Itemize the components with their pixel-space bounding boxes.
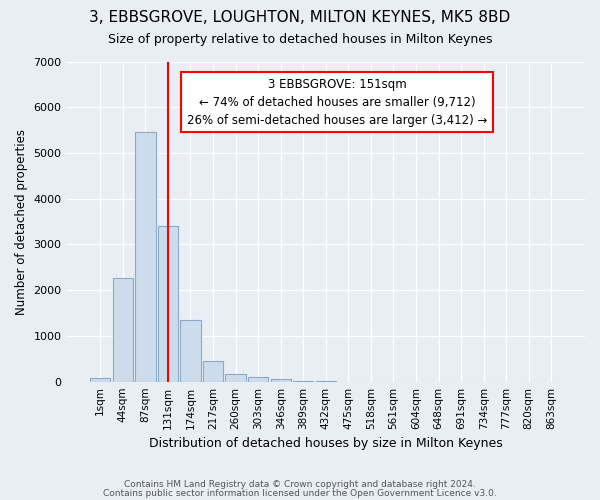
Text: Size of property relative to detached houses in Milton Keynes: Size of property relative to detached ho… [108,32,492,46]
Bar [248,377,268,382]
Text: Contains HM Land Registry data © Crown copyright and database right 2024.: Contains HM Land Registry data © Crown c… [124,480,476,489]
Y-axis label: Number of detached properties: Number of detached properties [15,128,28,314]
Text: 3, EBBSGROVE, LOUGHTON, MILTON KEYNES, MK5 8BD: 3, EBBSGROVE, LOUGHTON, MILTON KEYNES, M… [89,10,511,25]
Bar [113,278,133,382]
Text: 3 EBBSGROVE: 151sqm
← 74% of detached houses are smaller (9,712)
26% of semi-det: 3 EBBSGROVE: 151sqm ← 74% of detached ho… [187,78,487,126]
Bar [203,361,223,382]
Text: Contains public sector information licensed under the Open Government Licence v3: Contains public sector information licen… [103,488,497,498]
Bar [181,320,200,382]
X-axis label: Distribution of detached houses by size in Milton Keynes: Distribution of detached houses by size … [149,437,503,450]
Bar [271,380,291,382]
Bar [90,378,110,382]
Bar [135,132,155,382]
Bar [158,226,178,382]
Bar [226,374,246,382]
